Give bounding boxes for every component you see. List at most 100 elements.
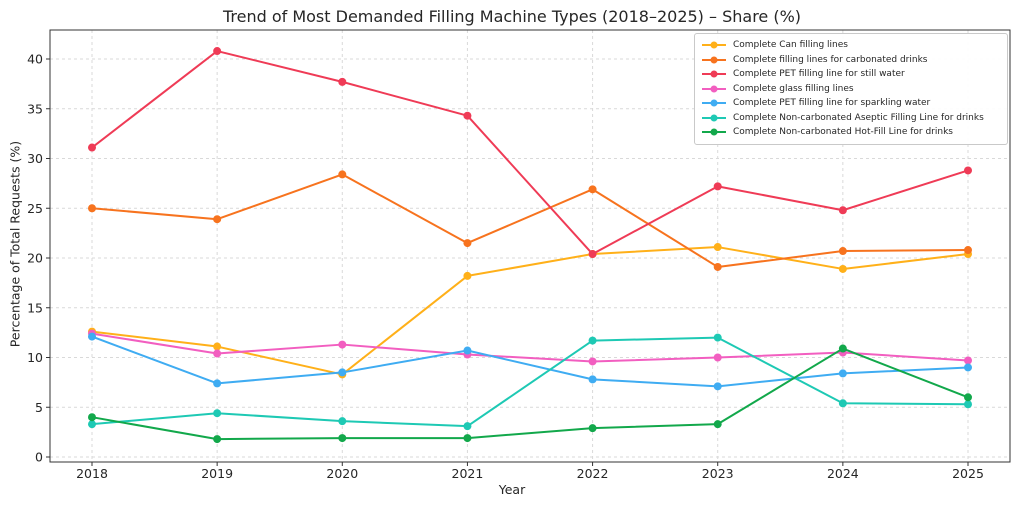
data-point-carbonated-filling-lines-2022	[588, 185, 597, 194]
series-line-carbonated-filling-lines	[91, 173, 969, 268]
y-tick-label: 30	[27, 151, 43, 166]
data-point-pet-still-water-2018	[88, 143, 96, 152]
data-point-glass-filling-lines-2025	[964, 356, 972, 365]
x-axis: 2018 2019 2020 2021 2022 2023 2024 2025	[76, 462, 984, 481]
y-tick-label: 20	[27, 251, 43, 266]
legend-line-marker-swatch	[702, 114, 726, 122]
data-point-can-filling-lines-2023	[713, 243, 722, 252]
data-point-pet-still-water-2019	[213, 47, 222, 56]
legend-marker-dot	[710, 99, 718, 107]
data-point-pet-still-water-2021	[463, 111, 472, 120]
legend-line-marker-swatch	[702, 99, 726, 107]
y-tick-label: 35	[27, 101, 43, 116]
x-tick-label: 2019	[201, 466, 233, 481]
data-point-hot-fill-line-2019	[213, 435, 222, 444]
y-tick-label: 0	[35, 450, 43, 465]
legend-label: Complete Non-carbonated Hot-Fill Line fo…	[733, 127, 953, 138]
legend-marker-dot	[710, 70, 718, 78]
series-line-pet-sparkling-water	[91, 335, 969, 388]
data-point-carbonated-filling-lines-2020	[338, 170, 347, 179]
data-point-hot-fill-line-2023	[713, 420, 722, 429]
y-axis-label: Percentage of Total Requests (%)	[7, 140, 23, 348]
legend-item-can-filling-lines: Complete Can filling lines	[702, 38, 1000, 53]
x-tick-label: 2025	[952, 466, 984, 481]
data-point-pet-still-water-2023	[713, 182, 722, 191]
y-tick-label: 40	[27, 52, 43, 67]
data-point-carbonated-filling-lines-2018	[88, 204, 96, 213]
x-tick-label: 2021	[452, 466, 484, 481]
legend-line-marker-swatch	[702, 85, 726, 93]
x-axis-label: Year	[498, 482, 526, 497]
legend-marker-dot	[710, 56, 718, 64]
chart-title: Trend of Most Demanded Filling Machine T…	[222, 7, 802, 26]
y-tick-label: 5	[35, 400, 43, 415]
x-tick-label: 2018	[76, 466, 108, 481]
data-point-hot-fill-line-2024	[838, 344, 847, 353]
series-line-can-filling-lines	[91, 246, 969, 376]
data-point-glass-filling-lines-2019	[213, 349, 222, 358]
legend-label: Complete filling lines for carbonated dr…	[733, 54, 928, 65]
data-point-pet-still-water-2020	[338, 77, 347, 86]
legend-label: Complete PET filling line for sparkling …	[733, 98, 931, 109]
data-point-aseptic-filling-line-2023	[713, 333, 722, 342]
data-point-pet-sparkling-water-2022	[588, 375, 597, 384]
legend-label: Complete Can filling lines	[733, 40, 848, 51]
data-point-aseptic-filling-line-2022	[588, 336, 597, 345]
legend-item-carbonated-filling-lines: Complete filling lines for carbonated dr…	[702, 53, 1000, 68]
data-point-carbonated-filling-lines-2019	[213, 215, 222, 224]
series-pet-still-water	[88, 47, 972, 259]
data-point-hot-fill-line-2021	[463, 434, 472, 443]
legend: Complete Can filling lines Complete filli…	[694, 33, 1008, 145]
series-line-hot-fill-line	[91, 347, 969, 441]
x-tick-label: 2024	[827, 466, 859, 481]
data-point-carbonated-filling-lines-2021	[463, 239, 472, 248]
legend-item-aseptic-filling-line: Complete Non-carbonated Aseptic Filling …	[702, 111, 1000, 126]
data-point-pet-still-water-2024	[838, 206, 847, 215]
legend-label: Complete PET filling line for still wate…	[733, 69, 905, 80]
data-point-aseptic-filling-line-2021	[463, 422, 472, 431]
y-tick-label: 10	[27, 350, 43, 365]
legend-marker-dot	[710, 85, 718, 93]
data-point-can-filling-lines-2021	[463, 271, 472, 280]
data-point-glass-filling-lines-2020	[338, 340, 347, 349]
legend-item-pet-sparkling-water: Complete PET filling line for sparkling …	[702, 96, 1000, 111]
data-point-glass-filling-lines-2023	[713, 353, 722, 362]
series-line-pet-still-water	[91, 50, 969, 256]
legend-item-pet-still-water: Complete PET filling line for still wate…	[702, 67, 1000, 82]
legend-line-marker-swatch	[702, 128, 726, 136]
legend-line-marker-swatch	[702, 41, 726, 49]
data-point-can-filling-lines-2019	[213, 342, 222, 351]
x-tick-label: 2023	[702, 466, 734, 481]
data-point-can-filling-lines-2024	[838, 264, 847, 273]
data-point-aseptic-filling-line-2024	[838, 399, 847, 408]
data-point-carbonated-filling-lines-2025	[964, 246, 972, 255]
data-point-aseptic-filling-line-2020	[338, 417, 347, 426]
legend-line-marker-swatch	[702, 70, 726, 78]
data-point-pet-sparkling-water-2020	[338, 368, 347, 377]
data-point-aseptic-filling-line-2025	[964, 400, 972, 409]
data-point-carbonated-filling-lines-2024	[838, 247, 847, 256]
data-point-pet-sparkling-water-2024	[838, 369, 847, 378]
data-point-hot-fill-line-2020	[338, 434, 347, 443]
y-axis: 0 5 10 15 20 25 30 35 40	[27, 52, 50, 465]
series-carbonated-filling-lines	[88, 170, 972, 271]
legend-item-hot-fill-line: Complete Non-carbonated Hot-Fill Line fo…	[702, 125, 1000, 140]
data-point-pet-sparkling-water-2019	[213, 379, 222, 388]
legend-marker-dot	[710, 41, 718, 49]
data-point-aseptic-filling-line-2018	[88, 420, 96, 429]
legend-label: Complete Non-carbonated Aseptic Filling …	[733, 112, 984, 123]
legend-label: Complete glass filling lines	[733, 83, 854, 94]
data-point-glass-filling-lines-2022	[588, 357, 597, 366]
data-point-aseptic-filling-line-2019	[213, 409, 222, 418]
data-point-hot-fill-line-2025	[964, 393, 972, 402]
legend-item-glass-filling-lines: Complete glass filling lines	[702, 82, 1000, 97]
data-point-hot-fill-line-2022	[588, 424, 597, 433]
series-aseptic-filling-line	[88, 333, 972, 431]
data-point-pet-sparkling-water-2023	[713, 382, 722, 391]
series-line-aseptic-filling-line	[91, 336, 969, 428]
x-tick-label: 2020	[326, 466, 358, 481]
data-point-hot-fill-line-2018	[88, 413, 96, 422]
data-point-pet-sparkling-water-2021	[463, 346, 472, 355]
legend-marker-dot	[710, 128, 718, 136]
